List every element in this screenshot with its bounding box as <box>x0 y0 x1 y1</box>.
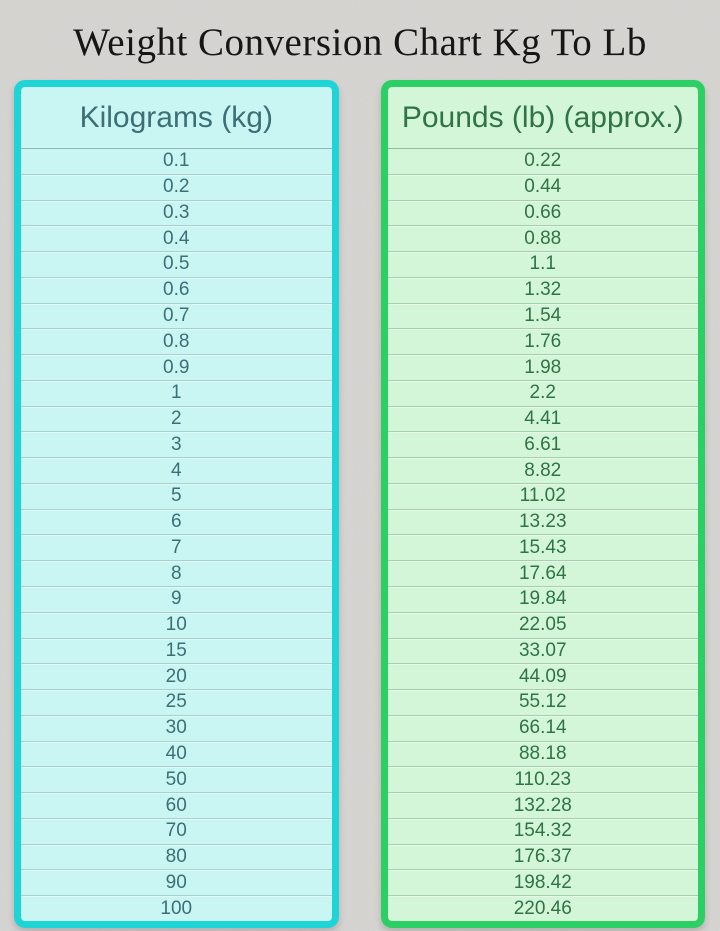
kilograms-cell: 80 <box>21 843 332 870</box>
pounds-cell: 1.98 <box>387 354 698 380</box>
pounds-cell: 176.37 <box>387 843 698 870</box>
kilograms-column-header: Kilograms (kg) <box>21 87 332 149</box>
pounds-cell: 15.43 <box>387 534 698 560</box>
pounds-cell: 0.88 <box>387 225 698 251</box>
kilograms-cell: 1 <box>21 379 332 406</box>
kilograms-cell: 6 <box>21 508 332 535</box>
pounds-cell: 1.32 <box>387 276 698 303</box>
kilograms-cell: 0.2 <box>21 173 332 200</box>
kilograms-cell: 0.6 <box>21 276 332 303</box>
pounds-cell: 22.05 <box>387 611 698 638</box>
page-title: Weight Conversion Chart Kg To Lb <box>73 21 647 64</box>
kilograms-cell: 25 <box>21 689 332 715</box>
kilograms-cell: 7 <box>21 534 332 560</box>
pounds-cell: 17.64 <box>387 560 698 586</box>
pounds-cell: 4.41 <box>387 405 698 432</box>
pounds-value-list: 0.22 0.44 0.66 0.88 1.1 1.32 1.54 1.76 1.98 2.2 4.… <box>387 149 698 921</box>
kilograms-cell: 4 <box>21 457 332 483</box>
pounds-cell: 1.76 <box>387 328 698 354</box>
pounds-cell: 220.46 <box>387 895 698 921</box>
pounds-cell: 66.14 <box>387 714 698 741</box>
pounds-cell: 1.1 <box>387 251 698 277</box>
kilograms-cell: 0.7 <box>21 302 332 329</box>
kilograms-cell: 9 <box>21 586 332 612</box>
kilograms-cell: 100 <box>21 895 332 921</box>
pounds-cell: 154.32 <box>387 817 698 844</box>
pounds-cell: 2.2 <box>387 379 698 406</box>
kilograms-cell: 50 <box>21 766 332 792</box>
pounds-cell: 198.42 <box>387 869 698 895</box>
kilograms-cell: 0.8 <box>21 328 332 354</box>
kilograms-cell: 15 <box>21 637 332 664</box>
pounds-cell: 132.28 <box>387 792 698 818</box>
kilograms-cell: 0.3 <box>21 199 332 226</box>
pounds-cell: 0.66 <box>387 199 698 226</box>
kilograms-column-panel: Kilograms (kg) 0.1 0.2 0.3 0.4 0.5 0.6 0.7 0.8 0… <box>14 80 339 928</box>
pounds-cell: 1.54 <box>387 302 698 329</box>
pounds-cell: 11.02 <box>387 482 698 509</box>
pounds-cell: 13.23 <box>387 508 698 535</box>
kilograms-cell: 3 <box>21 431 332 457</box>
kilograms-cell: 60 <box>21 792 332 818</box>
kilograms-cell: 90 <box>21 869 332 895</box>
kilograms-cell: 5 <box>21 482 332 509</box>
pounds-cell: 110.23 <box>387 766 698 792</box>
pounds-cell: 19.84 <box>387 586 698 612</box>
kilograms-cell: 0.4 <box>21 225 332 251</box>
conversion-table: Kilograms (kg) 0.1 0.2 0.3 0.4 0.5 0.6 0.7 0.8 0… <box>14 80 705 928</box>
kilograms-cell: 8 <box>21 560 332 586</box>
kilograms-cell: 30 <box>21 714 332 741</box>
pounds-column-header: Pounds (lb) (approx.) <box>387 87 698 149</box>
pounds-cell: 0.44 <box>387 173 698 200</box>
kilograms-cell: 0.9 <box>21 354 332 380</box>
pounds-column-panel: Pounds (lb) (approx.) 0.22 0.44 0.66 0.88 1.… <box>380 80 705 928</box>
pounds-cell: 44.09 <box>387 663 698 689</box>
kilograms-value-list: 0.1 0.2 0.3 0.4 0.5 0.6 0.7 0.8 0.9 1 2 3 4 5 6 7 8 9 10 15… <box>21 149 332 921</box>
pounds-cell: 33.07 <box>387 637 698 664</box>
pounds-cell: 55.12 <box>387 689 698 715</box>
kilograms-cell: 20 <box>21 663 332 689</box>
pounds-cell: 88.18 <box>387 740 698 767</box>
kilograms-cell: 0.1 <box>163 150 190 172</box>
kilograms-cell: 0.5 <box>21 251 332 277</box>
pounds-cell: 8.82 <box>387 457 698 483</box>
kilograms-cell: 40 <box>21 740 332 767</box>
kilograms-cell: 10 <box>21 611 332 638</box>
kilograms-cell: 2 <box>21 405 332 432</box>
kilograms-cell: 70 <box>21 817 332 844</box>
pounds-cell: 6.61 <box>387 431 698 457</box>
pounds-cell: 0.22 <box>524 150 562 172</box>
